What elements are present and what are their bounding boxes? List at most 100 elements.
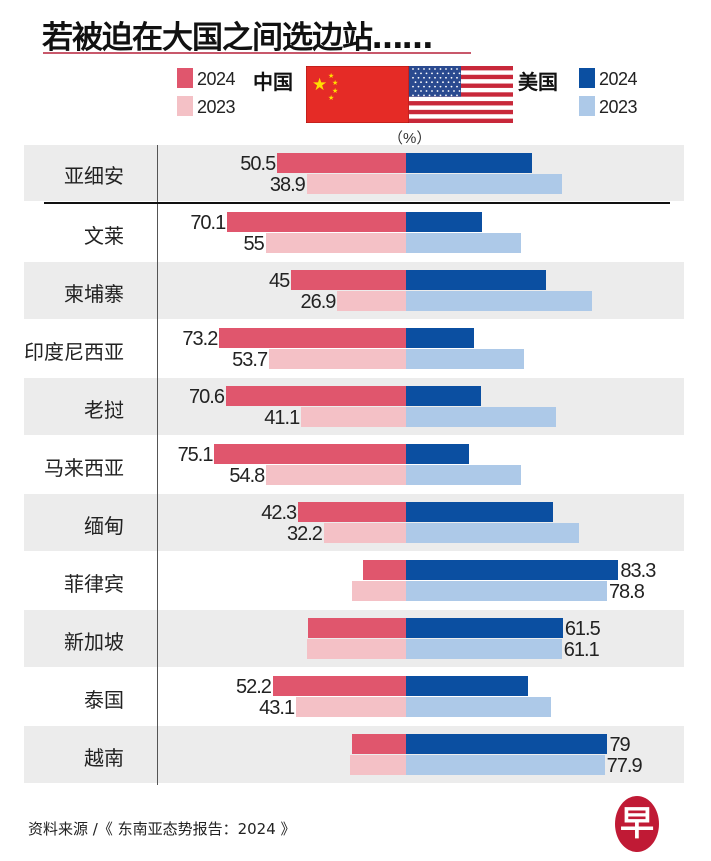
svg-text:★: ★ bbox=[332, 79, 338, 87]
value-label-china-2023: 32.2 bbox=[286, 523, 323, 545]
us-flag-icon bbox=[409, 66, 513, 123]
svg-text:★: ★ bbox=[332, 87, 338, 95]
svg-text:★: ★ bbox=[312, 75, 327, 94]
bar-china-2023 bbox=[265, 233, 406, 253]
legend-label-china-2023: 2023 bbox=[197, 97, 236, 117]
bar-china-2023 bbox=[306, 639, 406, 659]
legend-swatch-us-2024 bbox=[579, 68, 595, 88]
bar-china-2024 bbox=[227, 212, 406, 232]
category-label: 文莱 bbox=[84, 224, 124, 248]
category-label: 老挝 bbox=[84, 398, 124, 422]
label-divider bbox=[157, 145, 158, 785]
bar-china-2024 bbox=[363, 560, 406, 580]
bar-china-2024 bbox=[219, 328, 406, 348]
bar-china-2023 bbox=[351, 581, 406, 601]
title-underline bbox=[43, 52, 471, 54]
legend-china: 中国 bbox=[253, 70, 293, 94]
legend-us: 美国 bbox=[518, 70, 558, 94]
bar-us-2023 bbox=[406, 233, 521, 253]
value-label-us-2024: 83.3 bbox=[620, 560, 656, 582]
bar-us-2024 bbox=[406, 270, 547, 290]
category-label: 缅甸 bbox=[84, 514, 124, 538]
bar-china-2023 bbox=[337, 291, 406, 311]
bar-us-2023 bbox=[406, 407, 557, 427]
value-label-us-2024: 79 bbox=[609, 734, 630, 756]
bar-us-2024 bbox=[406, 502, 554, 522]
category-label: 越南 bbox=[84, 746, 124, 770]
bar-china-2024 bbox=[291, 270, 406, 290]
value-label-china-2024: 50.5 bbox=[240, 153, 276, 175]
value-label-china-2023: 26.9 bbox=[300, 291, 336, 313]
legend-label-china-2024: 2024 bbox=[197, 69, 236, 89]
bar-us-2023 bbox=[406, 349, 525, 369]
value-label-china-2024: 70.1 bbox=[190, 212, 226, 234]
bar-us-2024 bbox=[406, 734, 608, 754]
bar-china-2023 bbox=[269, 349, 406, 369]
legend-swatch-china-2024 bbox=[177, 68, 193, 88]
category-label: 菲律宾 bbox=[64, 572, 124, 596]
value-label-us-2023: 78.8 bbox=[608, 581, 645, 603]
bar-china-2024 bbox=[352, 734, 406, 754]
china-us-flags: ★ ★ ★ ★ ★ bbox=[306, 66, 513, 123]
bar-us-2023 bbox=[406, 523, 579, 543]
value-label-china-2024: 42.3 bbox=[261, 502, 297, 524]
value-label-us-2023: 77.9 bbox=[606, 755, 643, 777]
legend-label-us-2024: 2024 bbox=[599, 69, 638, 89]
value-label-us-2023: 61.1 bbox=[563, 639, 600, 661]
value-label-china-2023: 41.1 bbox=[264, 407, 300, 429]
bar-us-2024 bbox=[406, 328, 475, 348]
bar-us-2024 bbox=[406, 618, 563, 638]
category-label: 马来西亚 bbox=[44, 456, 124, 480]
row-3: 印度尼西亚 bbox=[24, 320, 684, 377]
bar-us-2024 bbox=[406, 386, 481, 406]
category-label: 新加坡 bbox=[64, 630, 124, 654]
value-label-china-2023: 43.1 bbox=[259, 697, 295, 719]
value-label-china-2024: 73.2 bbox=[182, 328, 218, 350]
bar-china-2023 bbox=[349, 755, 406, 775]
value-label-us-2024: 61.5 bbox=[564, 618, 601, 640]
bar-us-2023 bbox=[406, 174, 562, 194]
bar-china-2024 bbox=[298, 502, 406, 522]
category-label: 柬埔寨 bbox=[64, 282, 124, 306]
aggregate-separator bbox=[44, 202, 670, 204]
bar-us-2024 bbox=[406, 212, 483, 232]
china-flag-icon: ★ ★ ★ ★ ★ bbox=[306, 66, 410, 123]
bar-china-2023 bbox=[301, 407, 406, 427]
value-label-china-2023: 55 bbox=[243, 233, 265, 255]
bar-china-2024 bbox=[214, 444, 406, 464]
bar-us-2023 bbox=[406, 291, 593, 311]
bar-us-2024 bbox=[406, 444, 470, 464]
bar-us-2024 bbox=[406, 676, 528, 696]
bar-china-2024 bbox=[307, 618, 406, 638]
chart-title: 若被迫在大国之间选边站…… bbox=[42, 20, 433, 56]
category-label: 泰国 bbox=[84, 688, 124, 712]
bar-china-2023 bbox=[266, 465, 406, 485]
bar-china-2023 bbox=[296, 697, 406, 717]
bar-us-2023 bbox=[406, 639, 562, 659]
value-label-china-2024: 45 bbox=[269, 270, 290, 292]
value-label-china-2024: 75.1 bbox=[177, 444, 214, 466]
legend-swatch-china-2023 bbox=[177, 96, 193, 116]
row-1: 文莱 bbox=[24, 204, 684, 261]
svg-text:★: ★ bbox=[328, 72, 334, 80]
legend-label-us-2023: 2023 bbox=[599, 97, 638, 117]
value-label-china-2023: 54.8 bbox=[229, 465, 265, 487]
bar-china-2024 bbox=[277, 153, 406, 173]
category-label: 亚细安 bbox=[64, 164, 124, 188]
bar-us-2023 bbox=[406, 465, 522, 485]
row-5: 马来西亚 bbox=[24, 436, 684, 493]
bar-us-2023 bbox=[406, 697, 552, 717]
value-label-china-2024: 52.2 bbox=[235, 676, 272, 698]
bar-china-2023 bbox=[306, 174, 406, 194]
bar-china-2024 bbox=[225, 386, 406, 406]
bar-china-2024 bbox=[272, 676, 406, 696]
svg-text:★: ★ bbox=[328, 94, 334, 102]
value-label-china-2023: 38.9 bbox=[269, 174, 306, 196]
unit-label: （%） bbox=[388, 130, 432, 147]
value-label-china-2023: 53.7 bbox=[232, 349, 268, 371]
category-label: 印度尼西亚 bbox=[24, 340, 124, 364]
bar-us-2023 bbox=[406, 581, 607, 601]
zaobao-logo: 早 bbox=[615, 796, 659, 852]
bar-us-2023 bbox=[406, 755, 605, 775]
